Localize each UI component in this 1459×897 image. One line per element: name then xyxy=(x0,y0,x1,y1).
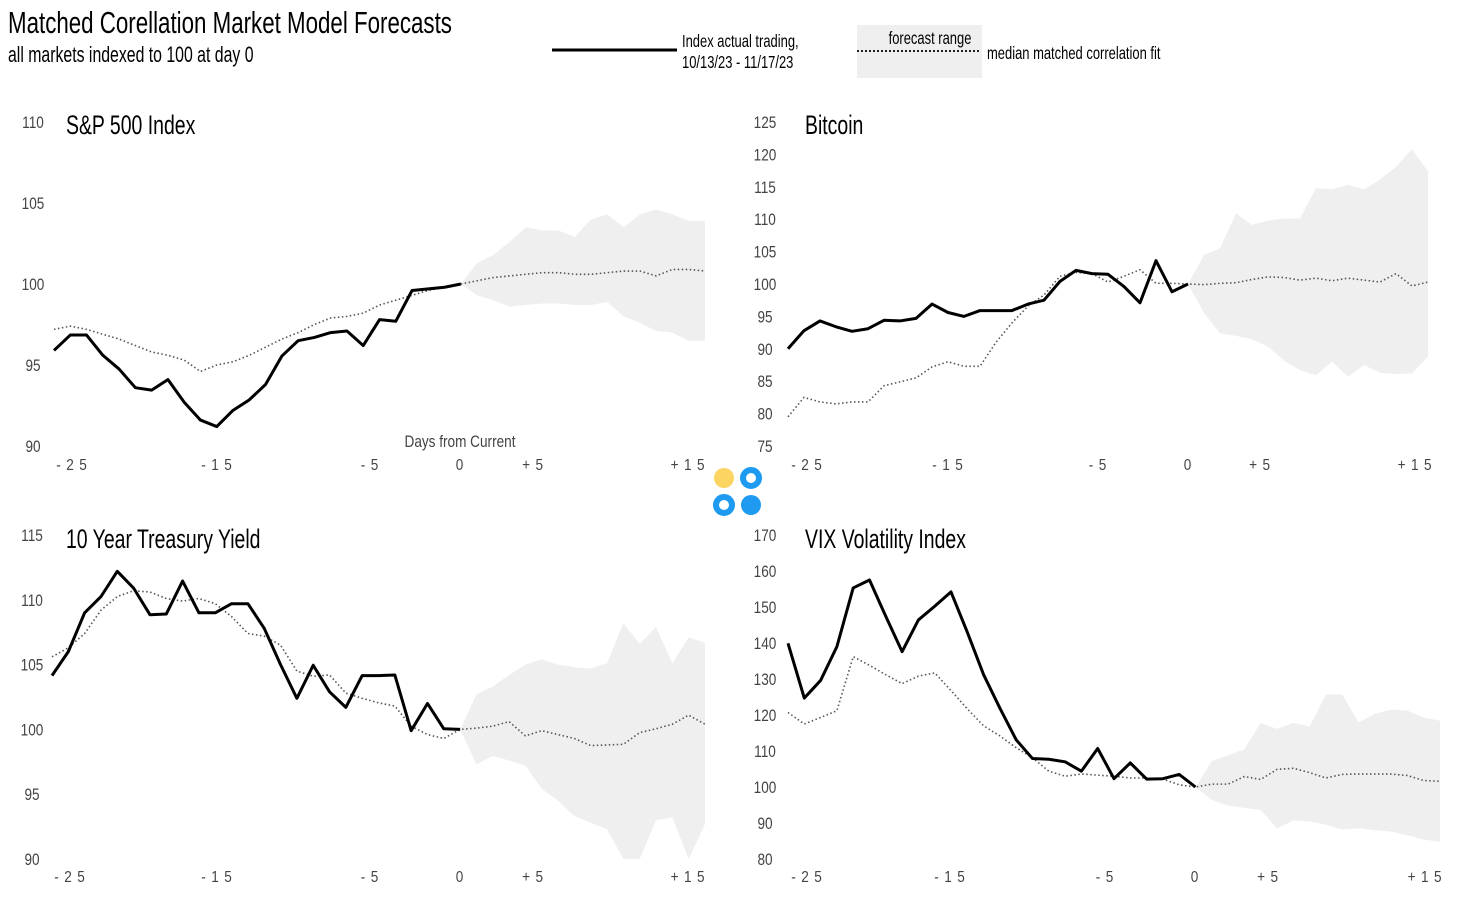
y-tick-label: 100 xyxy=(22,276,45,295)
x-tick-label: + 5 xyxy=(522,869,544,886)
y-tick-label: 115 xyxy=(754,178,776,197)
x-axis-label: Days from Current xyxy=(405,433,517,452)
panel-10y-treasury: 10 Year Treasury Yield 115 110 105 100 95 90 - … xyxy=(21,524,706,886)
y-tick-label: 95 xyxy=(25,357,40,376)
y-tick-label: 170 xyxy=(754,527,777,546)
y-tick-label: 85 xyxy=(757,373,772,392)
y-tick-label: 140 xyxy=(754,635,777,654)
y-tick-label: 100 xyxy=(754,276,777,295)
actual-trading-line xyxy=(50,569,461,733)
x-tick-label: + 1 5 xyxy=(671,457,706,474)
y-tick-label: 105 xyxy=(754,243,777,262)
x-tick-label: + 1 5 xyxy=(1398,457,1433,474)
x-tick-label: - 2 5 xyxy=(54,869,85,886)
y-tick-label: 105 xyxy=(21,656,44,675)
x-tick-label: 0 xyxy=(456,869,464,886)
x-tick-label: + 5 xyxy=(1257,869,1279,886)
median-fit-line xyxy=(53,268,706,373)
x-tick-label: - 1 5 xyxy=(934,869,965,886)
page-title: Matched Corellation Market Model Forecas… xyxy=(8,5,452,39)
x-tick-label: - 2 5 xyxy=(56,457,87,474)
legend-median-label: median matched correlation fit xyxy=(987,44,1161,64)
y-tick-label: 95 xyxy=(24,786,39,805)
panel-title: 10 Year Treasury Yield xyxy=(66,524,260,554)
x-tick-label: - 1 5 xyxy=(201,457,232,474)
actual-trading-line xyxy=(786,259,1189,350)
legend-actual-label-line1: Index actual trading, xyxy=(682,32,799,52)
actual-trading-line xyxy=(52,282,462,429)
x-tick-label: 0 xyxy=(1191,869,1199,886)
y-tick-label: 120 xyxy=(754,707,777,726)
panel-bitcoin: Bitcoin 125 120 115 110 105 100 95 90 85 80 75 - 2 5… xyxy=(754,110,1433,474)
y-tick-label: 90 xyxy=(757,815,772,834)
y-tick-label: 110 xyxy=(754,211,776,230)
y-tick-label: 160 xyxy=(754,563,777,582)
y-tick-label: 110 xyxy=(22,114,44,133)
x-tick-label: + 1 5 xyxy=(671,869,706,886)
panel-sp500: S&P 500 Index 110 105 100 95 90 - 2 5 - 1 5 - 5 0… xyxy=(22,110,706,474)
median-fit-line xyxy=(787,268,1429,418)
forecast-range-band xyxy=(460,623,705,859)
panel-title: Bitcoin xyxy=(805,110,863,140)
y-tick-label: 100 xyxy=(754,779,777,798)
x-tick-label: - 1 5 xyxy=(932,457,963,474)
median-fit-line xyxy=(787,655,1441,788)
y-tick-label: 120 xyxy=(754,146,777,165)
four-circles-logo-icon xyxy=(713,467,762,516)
y-tick-label: 100 xyxy=(21,721,44,740)
x-tick-label: - 5 xyxy=(1089,457,1107,474)
x-tick-label: - 5 xyxy=(1096,869,1114,886)
x-tick-label: + 1 5 xyxy=(1408,869,1443,886)
actual-trading-line xyxy=(786,578,1197,789)
y-tick-label: 115 xyxy=(21,527,43,546)
panel-title: S&P 500 Index xyxy=(66,110,195,140)
x-tick-label: - 5 xyxy=(361,869,379,886)
y-tick-label: 80 xyxy=(757,405,772,424)
x-tick-label: - 2 5 xyxy=(791,457,822,474)
x-tick-label: - 1 5 xyxy=(201,869,232,886)
y-tick-label: 130 xyxy=(754,671,777,690)
forecast-range-band xyxy=(460,209,705,341)
legend-actual-label-line2: 10/13/23 - 11/17/23 xyxy=(682,53,794,73)
x-tick-label: - 5 xyxy=(361,457,379,474)
legend-forecast-range-label: forecast range xyxy=(889,29,972,49)
x-tick-label: + 5 xyxy=(522,457,544,474)
panel-title: VIX Volatility Index xyxy=(805,524,966,554)
forecast-range-band xyxy=(1188,149,1428,377)
y-tick-label: 150 xyxy=(754,599,777,618)
y-tick-label: 105 xyxy=(22,195,45,214)
y-tick-label: 90 xyxy=(757,340,772,359)
y-tick-label: 95 xyxy=(757,308,772,327)
y-tick-label: 75 xyxy=(757,438,772,457)
page-subtitle: all markets indexed to 100 at day 0 xyxy=(8,44,254,68)
x-tick-label: - 2 5 xyxy=(791,869,822,886)
y-tick-label: 110 xyxy=(21,591,43,610)
y-tick-label: 125 xyxy=(754,114,777,133)
panel-vix: VIX Volatility Index 170 160 150 140 130 120 11… xyxy=(754,524,1443,886)
legend: Index actual trading, 10/13/23 - 11/17/2… xyxy=(552,25,1161,78)
y-tick-label: 80 xyxy=(757,851,772,870)
y-tick-label: 90 xyxy=(24,851,39,870)
x-tick-label: 0 xyxy=(456,457,464,474)
forecast-range-band xyxy=(1195,694,1440,842)
y-tick-label: 90 xyxy=(25,438,40,457)
y-tick-label: 110 xyxy=(754,743,776,762)
x-tick-label: 0 xyxy=(1184,457,1192,474)
x-tick-label: + 5 xyxy=(1249,457,1271,474)
